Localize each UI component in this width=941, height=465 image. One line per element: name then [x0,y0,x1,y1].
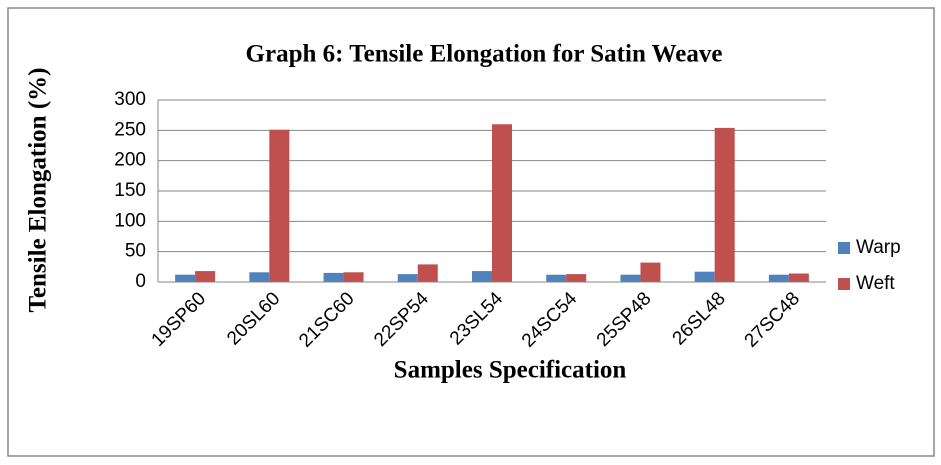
bar [175,274,196,282]
y-tick-label: 50 [125,241,146,262]
y-tick-label: 200 [114,150,146,171]
y-tick-label: 0 [135,271,146,292]
y-tick-label: 300 [114,89,146,110]
y-tick-label: 250 [114,119,146,140]
legend-label: Weft [856,273,895,294]
bar [417,264,438,282]
chart-border [7,7,935,457]
bar [620,274,641,282]
bar [714,127,735,282]
bar [640,262,661,282]
bar [249,272,270,282]
bar [546,274,567,282]
y-tick-label: 150 [114,180,146,201]
x-axis-title: Samples Specification [394,357,627,384]
y-axis-title: Tensile Elongation (%) [25,68,52,313]
bar [492,124,512,283]
legend-label: Warp [856,237,901,258]
bar [195,271,216,282]
y-tick-label: 100 [114,210,146,231]
bar [472,271,492,282]
chart-title: Graph 6: Tensile Elongation for Satin We… [246,41,723,68]
bar [694,271,715,282]
bar [343,272,364,282]
bar [323,272,344,282]
bar [768,274,789,282]
bar [397,274,418,282]
legend-swatch [838,242,850,254]
legend-swatch [838,278,850,290]
bar [788,273,809,282]
bar [566,274,587,282]
bar [269,129,290,282]
